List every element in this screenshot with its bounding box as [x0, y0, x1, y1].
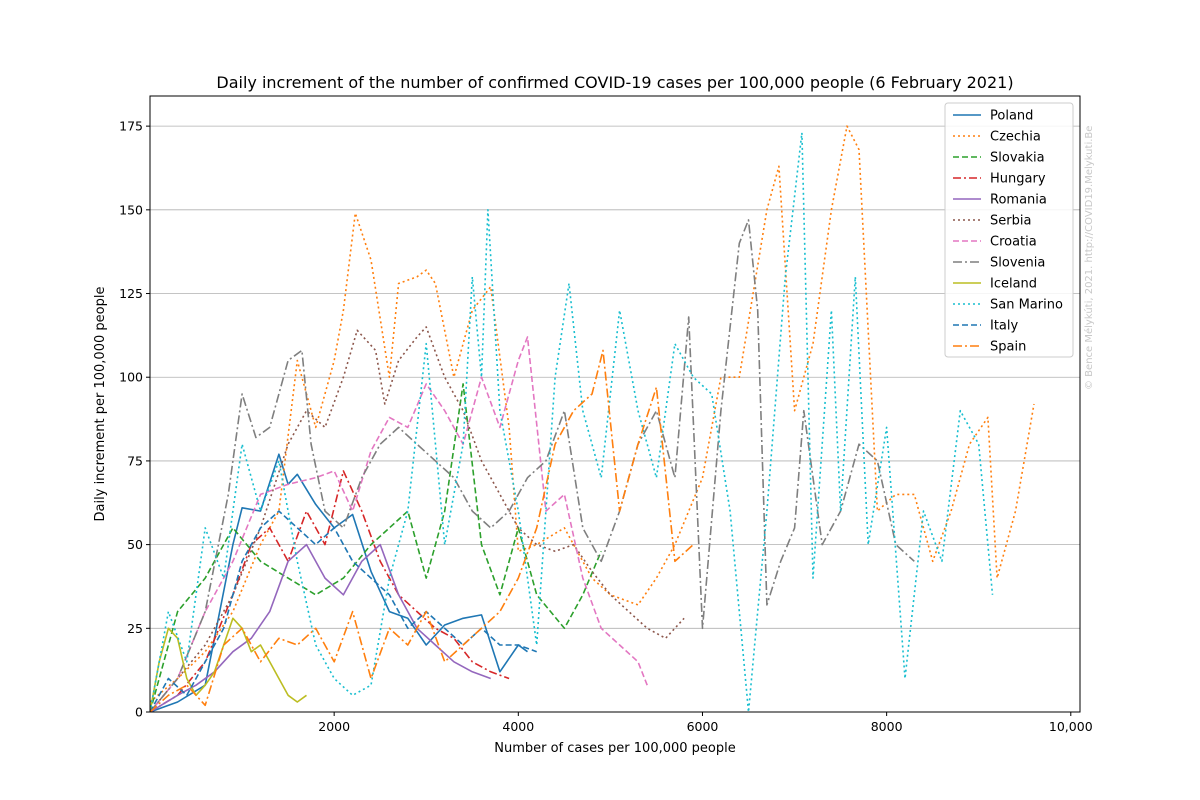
chart-title: Daily increment of the number of confirm…: [216, 73, 1013, 92]
y-tick-label: 25: [127, 621, 143, 636]
y-tick-label: 100: [119, 370, 143, 385]
y-tick-label: 125: [119, 286, 143, 301]
legend-label: Romania: [990, 193, 1047, 208]
legend-label: Poland: [990, 109, 1033, 124]
legend-label: Spain: [990, 340, 1026, 355]
series-layer: [150, 125, 1035, 712]
y-axis-label: Daily increment per 100,000 people: [93, 287, 108, 522]
legend-label: Czechia: [990, 130, 1041, 145]
x-tick-label: 10,000: [1049, 719, 1093, 734]
series-line-croatia: [150, 336, 648, 712]
x-axis-label: Number of cases per 100,000 people: [494, 741, 736, 756]
x-tick-label: 4000: [502, 719, 534, 734]
ticks: 0 25 50 75 100 125 150 175 2000 4000 6000 8000 10,00…: [119, 119, 1093, 734]
x-tick-label: 6000: [687, 719, 719, 734]
legend: Poland Czechia Slovakia Hungary Romania Serbi…: [944, 102, 1074, 358]
legend-label: Serbia: [990, 214, 1031, 229]
legend-label: Hungary: [990, 172, 1046, 187]
y-tick-label: 0: [135, 705, 143, 720]
plot-frame: [149, 95, 1081, 713]
series-line-san-marino: [150, 132, 994, 712]
legend-label: Croatia: [990, 235, 1037, 250]
series-line-spain: [150, 349, 694, 712]
legend-label: Italy: [990, 319, 1019, 334]
y-tick-label: 175: [119, 119, 143, 134]
series-line-poland: [150, 453, 528, 712]
series-line-serbia: [150, 326, 685, 712]
series-line-iceland: [150, 617, 307, 712]
y-tick-label: 50: [127, 537, 143, 552]
y-tick-label: 75: [127, 453, 143, 468]
legend-label: San Marino: [990, 298, 1063, 313]
legend-box: [944, 102, 1074, 358]
series-line-slovakia: [150, 383, 602, 712]
legend-label: Slovenia: [990, 256, 1045, 271]
watermark: © Bence Mélykúti, 2021. http://COVID19.M…: [1083, 126, 1095, 390]
x-tick-label: 2000: [318, 719, 350, 734]
x-tick-label: 8000: [871, 719, 903, 734]
y-tick-label: 150: [119, 202, 143, 217]
series-line-slovenia: [150, 219, 915, 712]
legend-label: Iceland: [990, 277, 1037, 292]
legend-label: Slovakia: [990, 151, 1045, 166]
